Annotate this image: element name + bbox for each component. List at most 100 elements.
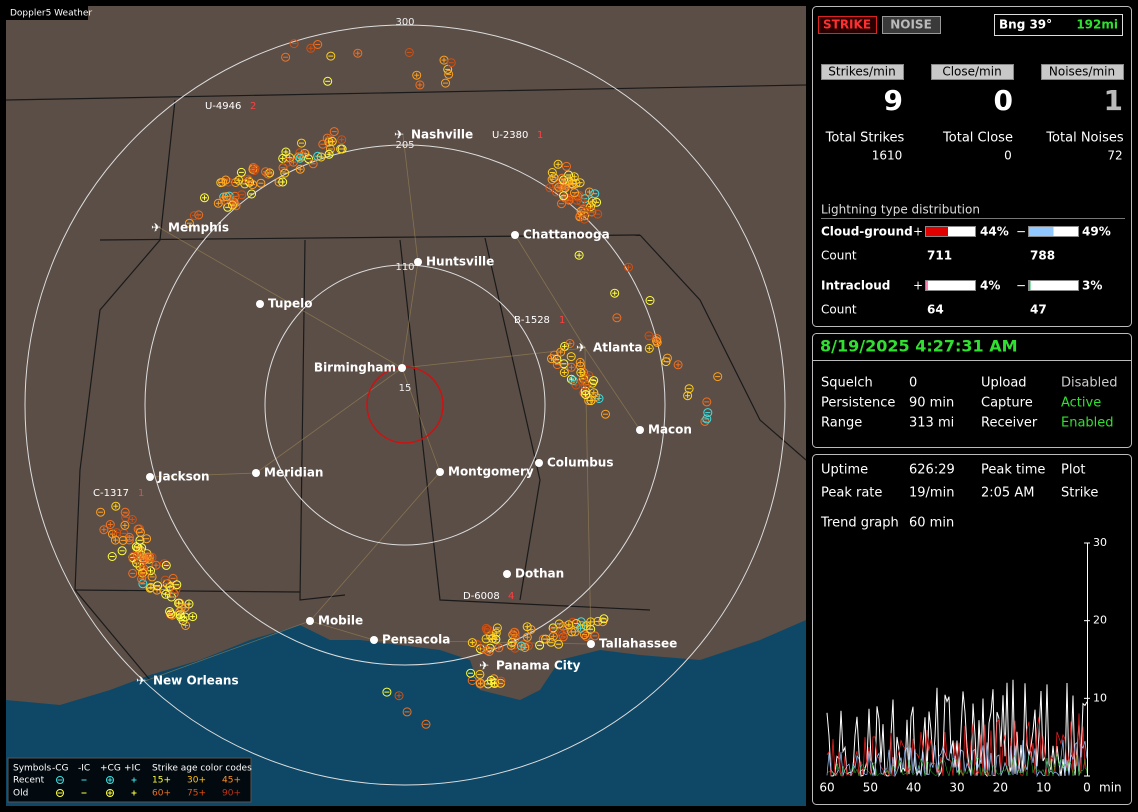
strike [117, 546, 127, 556]
legend-type: -IC [78, 764, 90, 774]
setting: Capture [981, 396, 1033, 411]
strike [308, 159, 318, 169]
strike [153, 581, 163, 591]
legend-age: 30+ [187, 776, 206, 786]
strike [566, 352, 576, 362]
strike [281, 147, 291, 157]
sensor-count: 2 [250, 101, 256, 112]
strike [554, 639, 564, 649]
panel [812, 6, 1132, 327]
bar-track [1028, 280, 1079, 291]
strike [131, 542, 141, 552]
strike [599, 614, 609, 624]
strike [571, 380, 581, 390]
strike [510, 627, 519, 637]
strike [313, 40, 323, 49]
y-tick-label: 10 [1093, 691, 1107, 704]
sensor-count: 4 [508, 591, 514, 602]
city-label: Birmingham [314, 361, 396, 375]
y-tick-label: 20 [1093, 614, 1107, 627]
strike [541, 634, 551, 644]
strike [574, 250, 584, 260]
strike [306, 43, 316, 53]
ring [264, 264, 546, 546]
noise-button-label: NOISE [890, 18, 932, 32]
strike [566, 362, 576, 372]
legend-row: Old [13, 789, 28, 799]
strike [467, 638, 477, 648]
strike [278, 177, 288, 187]
strike [169, 589, 179, 599]
strike [547, 354, 556, 364]
strike [256, 178, 266, 188]
x-tick-label: 60 [819, 781, 834, 795]
strike [138, 568, 148, 578]
strike [553, 159, 563, 169]
strike [589, 376, 599, 386]
sensor-id: C-1317 [93, 488, 129, 499]
trend-item: 2:05 AM [981, 486, 1034, 501]
strike [713, 372, 723, 382]
strike [96, 507, 106, 517]
strike [644, 331, 654, 341]
x-tick-label: 0 [1083, 781, 1091, 795]
strike [138, 579, 148, 589]
city-dot [436, 468, 444, 476]
strike [353, 48, 363, 58]
strike [415, 80, 425, 90]
strike [382, 687, 392, 697]
x-tick-label: 10 [1036, 781, 1051, 795]
strike [522, 622, 532, 632]
airport-icon: ✈ [479, 659, 489, 673]
strike [297, 138, 306, 148]
legend-label: Symbols [13, 764, 52, 774]
strike [323, 76, 333, 86]
city-label: Macon [648, 423, 692, 437]
strike [593, 209, 603, 219]
setting: Active [1061, 396, 1101, 411]
legend-age: 90+ [222, 789, 241, 799]
trend-item: Uptime [821, 463, 868, 478]
strike [394, 691, 404, 701]
legend-age: 45+ [222, 776, 241, 786]
strike [289, 39, 299, 49]
setting: 313 mi [909, 416, 954, 431]
title-box [6, 6, 88, 20]
strike [545, 183, 555, 193]
strike [421, 719, 431, 729]
strike [178, 616, 188, 626]
strike [227, 200, 237, 210]
strike [161, 560, 171, 570]
strike [587, 207, 597, 217]
strike [138, 553, 148, 563]
strike [581, 390, 591, 399]
strike [548, 631, 558, 641]
noise-button[interactable] [882, 16, 941, 34]
ring [144, 144, 666, 666]
strike [184, 218, 194, 228]
strike [491, 634, 501, 644]
range-rings [24, 24, 786, 786]
rate-value: 0 [994, 84, 1013, 117]
legend-age: 75+ [187, 789, 206, 799]
x-tick-label: 30 [949, 781, 964, 795]
strike-button[interactable] [818, 16, 877, 34]
strike [576, 368, 586, 377]
strike [146, 582, 156, 592]
strike [576, 196, 586, 206]
strike [194, 210, 204, 220]
strike [139, 569, 149, 579]
strike [548, 623, 558, 633]
sensor-id: B-1528 [514, 315, 550, 326]
strike [295, 153, 305, 163]
strike [135, 527, 145, 537]
strike [552, 360, 562, 370]
count: 64 [927, 303, 944, 317]
strike [702, 397, 712, 407]
percent: 3% [1082, 279, 1102, 293]
distribution-type: Cloud-ground [821, 225, 913, 239]
strike [684, 384, 694, 394]
strike [159, 559, 169, 569]
state-borders [5, 84, 807, 681]
city-dot [636, 426, 644, 434]
